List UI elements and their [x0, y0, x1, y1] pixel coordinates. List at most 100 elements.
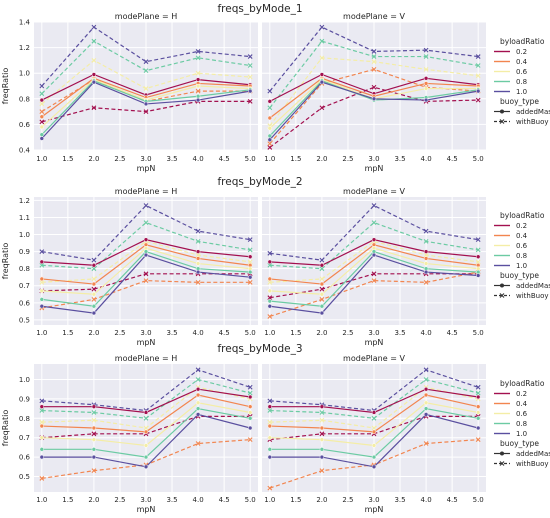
data-point — [91, 297, 97, 302]
legend-item-addedMass: addedMass — [494, 450, 550, 458]
data-point — [39, 447, 45, 452]
data-point — [39, 83, 45, 89]
x-tick-label: 2.0 — [316, 496, 327, 504]
data-point — [91, 447, 97, 452]
series-0.4-addedMass — [39, 242, 253, 287]
series-0.8-addedMass — [39, 406, 253, 460]
y-tick-label: 1.4 — [19, 19, 31, 27]
data-point — [319, 297, 325, 302]
y-axis-label: freqRatio — [1, 410, 10, 447]
data-point — [267, 303, 273, 309]
data-point — [195, 406, 201, 411]
data-point — [91, 303, 97, 309]
series-line — [269, 240, 479, 283]
series-0.2-addedMass — [39, 237, 253, 268]
data-point — [267, 137, 273, 143]
series-0.4-addedMass — [39, 392, 253, 435]
data-point — [319, 425, 325, 431]
data-point — [475, 390, 481, 396]
data-point — [195, 238, 201, 244]
data-point — [423, 81, 429, 86]
data-point — [247, 390, 253, 396]
data-point — [195, 261, 201, 266]
data-point — [371, 54, 377, 59]
data-point — [247, 88, 253, 94]
data-point — [423, 261, 429, 266]
panel-title: modePlane = H — [115, 12, 177, 21]
legend-label: withBuoy — [516, 118, 549, 126]
x-tick-label: 4.5 — [219, 496, 230, 504]
x-tick-label: 2.0 — [88, 329, 99, 337]
data-point — [371, 96, 377, 102]
legend-item-1.0: 1.0 — [494, 262, 527, 270]
data-point — [195, 83, 201, 89]
data-point — [267, 276, 273, 282]
y-tick-label: 0.6 — [19, 454, 31, 462]
legend-label: 0.8 — [516, 78, 527, 86]
legend-label: 0.6 — [516, 410, 528, 418]
legend-item-0.8: 0.8 — [494, 78, 527, 86]
legend-label: 1.0 — [516, 88, 527, 96]
data-point — [143, 237, 149, 242]
data-point — [91, 310, 97, 316]
data-point — [475, 410, 481, 415]
x-tick-label: 5.0 — [245, 496, 256, 504]
series-1.0-addedMass — [39, 412, 253, 470]
series-line — [41, 204, 251, 261]
legend-label: 0.4 — [516, 58, 528, 66]
data-point — [91, 468, 97, 474]
series-1.0-addedMass — [267, 252, 481, 316]
data-point — [423, 54, 429, 59]
data-point — [371, 271, 377, 277]
legend-item-0.4: 0.4 — [494, 232, 528, 240]
series-0.2-addedMass — [267, 237, 481, 268]
x-tick-label: 5.0 — [473, 155, 484, 163]
y-axis-label: freqRatio — [1, 68, 10, 105]
data-point — [39, 404, 45, 409]
data-point — [475, 425, 481, 431]
data-point — [319, 257, 325, 263]
chart-title: freqs_byMode_3 — [217, 343, 302, 355]
series-1.0-addedMass — [267, 79, 481, 143]
data-point — [39, 476, 45, 481]
x-tick-label: 5.0 — [245, 155, 256, 163]
data-point — [247, 410, 253, 415]
data-point — [319, 468, 325, 474]
legend-item-withBuoy: withBuoy — [494, 292, 549, 300]
series-0.4-addedMass — [267, 392, 481, 435]
data-point — [371, 410, 377, 415]
panel-V: 1.0 1.5 2.0 2.5 3.0 3.5 4.0 4.5 5.0 modePlane = V… — [262, 12, 486, 173]
x-tick-label: 2.0 — [316, 155, 327, 163]
data-point — [267, 454, 273, 460]
data-point — [39, 249, 45, 255]
data-point — [475, 416, 481, 421]
data-point — [91, 58, 97, 63]
data-point — [267, 408, 273, 413]
data-point — [371, 49, 377, 54]
data-point — [371, 66, 377, 72]
data-point — [91, 79, 97, 85]
x-tick-label: 4.5 — [219, 155, 230, 163]
legend-item-0.4: 0.4 — [494, 58, 528, 66]
legend: byloadRatio 0.2 0.4 0.6 0.8 1.0buoy_typeadded… — [494, 211, 550, 300]
data-point — [247, 247, 253, 253]
data-point — [39, 419, 45, 425]
x-tick-label: 4.0 — [193, 496, 204, 504]
chart-title: freqs_byMode_1 — [217, 3, 302, 15]
x-tick-label: 1.5 — [290, 155, 301, 163]
x-tick-label: 3.0 — [368, 155, 379, 163]
series-1.0-addedMass — [39, 252, 253, 316]
data-point — [195, 392, 201, 398]
data-point — [319, 437, 325, 442]
data-point — [475, 73, 481, 79]
data-point — [371, 464, 377, 470]
series-0.6-withBuoy — [267, 238, 481, 285]
legend-label: addedMass — [516, 450, 550, 458]
data-point — [143, 220, 149, 225]
y-tick-label: 0.5 — [19, 473, 30, 481]
data-point — [247, 416, 253, 421]
legend-item-withBuoy: withBuoy — [494, 460, 549, 468]
x-tick-label: 3.0 — [140, 496, 151, 504]
data-point — [39, 279, 45, 285]
series-0.8-addedMass — [39, 78, 253, 137]
